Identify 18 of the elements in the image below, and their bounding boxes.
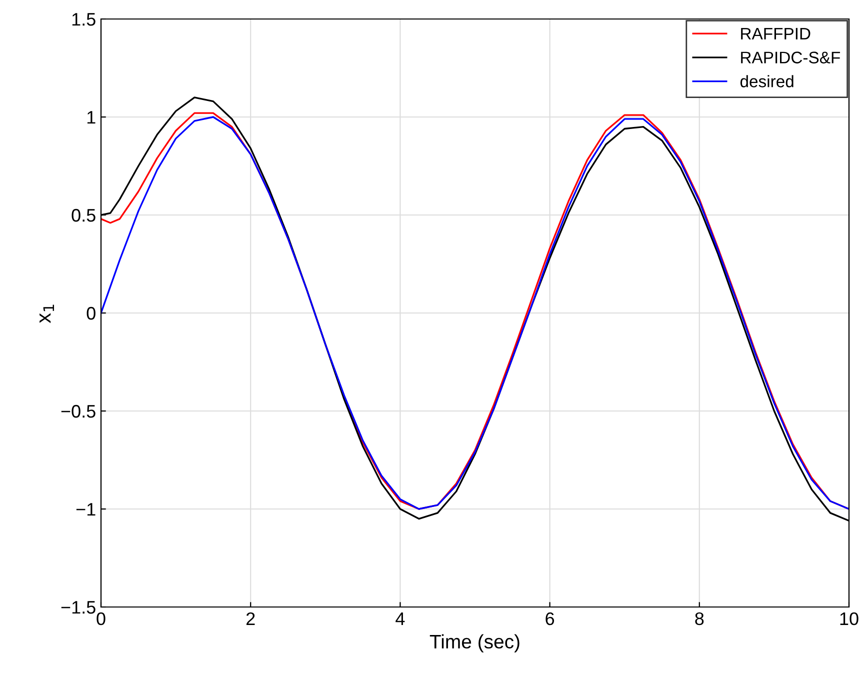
- legend-label: RAFFPID: [741, 28, 810, 40]
- x-tick-label: 0: [96, 612, 106, 626]
- y-tick-label: −1: [76, 503, 96, 516]
- x-tick-label: 6: [546, 612, 554, 626]
- y-tick-label: −0.5: [61, 404, 96, 418]
- x-axis-title: Time (sec): [430, 634, 520, 652]
- y-tick-label: 1.5: [72, 13, 96, 26]
- y-tick-label: 0: [86, 306, 96, 320]
- legend-label: desired: [740, 75, 794, 88]
- y-tick-label: −1.5: [61, 601, 96, 614]
- x-tick-label: 8: [695, 612, 704, 626]
- x-tick-label: 4: [396, 612, 405, 625]
- y-tick-label: 1: [87, 111, 96, 124]
- y-axis-title: x$_{1}$: [40, 304, 54, 324]
- legend-label: RAPIDC-S&F: [741, 52, 840, 64]
- x-tick-label: 2: [246, 612, 255, 625]
- y-tick-label: 0.5: [72, 208, 96, 222]
- x-tick-label: 10: [840, 612, 858, 626]
